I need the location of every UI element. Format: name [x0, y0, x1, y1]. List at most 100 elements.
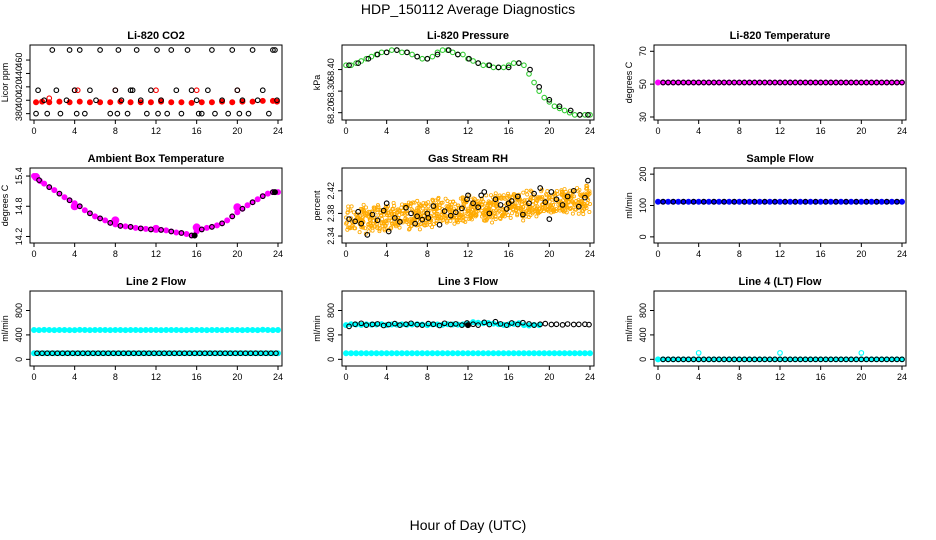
data-point: [412, 220, 418, 227]
data-point: [219, 98, 226, 105]
plot-frame: [29, 44, 283, 121]
x-tick-label: 24: [897, 126, 907, 136]
data-point: [397, 219, 403, 225]
data-point: [398, 350, 405, 357]
data-point: [777, 350, 783, 356]
data-point: [344, 221, 349, 226]
data-point: [587, 202, 592, 207]
data-point: [137, 97, 144, 104]
data-point: [462, 209, 467, 214]
x-tick-label: 0: [343, 372, 348, 382]
data-point: [430, 321, 437, 328]
data-point: [163, 227, 170, 234]
x-tick-label: 8: [737, 249, 742, 259]
data-point: [772, 198, 778, 205]
data-point: [486, 62, 493, 69]
data-point: [520, 211, 526, 218]
data-point: [87, 87, 93, 94]
data-point: [224, 327, 231, 334]
data-point: [499, 207, 504, 212]
data-point: [415, 198, 420, 203]
data-point: [380, 207, 387, 214]
data-point: [377, 229, 382, 234]
data-point: [51, 187, 58, 194]
data-point: [358, 220, 365, 227]
y-axis-label: ml/min: [624, 192, 634, 219]
data-point: [575, 203, 580, 208]
data-point: [361, 202, 366, 207]
data-point: [430, 202, 435, 207]
y-tick-label: 0: [638, 234, 648, 239]
data-point: [358, 350, 365, 357]
data-point: [546, 216, 553, 222]
data-point: [515, 60, 522, 66]
data-point: [254, 327, 261, 334]
data-point: [478, 192, 485, 199]
data-point: [459, 350, 466, 357]
data-point: [254, 97, 261, 104]
x-tick-label: 12: [151, 249, 161, 259]
data-point: [56, 326, 63, 333]
data-point: [575, 186, 580, 191]
data-point: [802, 198, 809, 205]
data-point: [127, 87, 134, 94]
data-point: [894, 198, 900, 205]
y-tick-label: 800: [638, 303, 648, 318]
data-point: [587, 210, 592, 215]
data-point: [107, 327, 114, 334]
data-point: [547, 195, 552, 200]
data-point: [224, 217, 231, 224]
y-tick-label: 400: [638, 327, 648, 342]
data-point: [858, 198, 865, 205]
data-point: [266, 110, 272, 117]
data-point: [471, 196, 476, 201]
data-point: [432, 221, 437, 226]
x-tick-label: 8: [425, 372, 430, 382]
data-point: [480, 62, 487, 69]
data-point: [56, 190, 63, 197]
data-point: [158, 97, 164, 104]
data-point: [376, 204, 381, 209]
data-point: [259, 97, 266, 104]
data-point: [378, 350, 385, 357]
data-point: [53, 87, 60, 94]
data-point: [583, 204, 588, 209]
data-point: [434, 49, 441, 56]
data-series: [343, 47, 593, 118]
data-point: [270, 47, 276, 53]
y-tick-label: 400: [14, 327, 24, 342]
data-point: [506, 191, 511, 196]
data-point: [551, 103, 558, 110]
data-point: [475, 204, 482, 211]
data-point: [551, 350, 558, 357]
data-point: [542, 199, 549, 205]
data-series: [346, 177, 591, 238]
data-point: [259, 87, 266, 94]
data-point: [542, 205, 547, 210]
data-point: [363, 205, 368, 210]
data-point: [229, 47, 236, 53]
y-axis-label: ml/min: [624, 315, 634, 342]
x-tick-label: 0: [31, 249, 36, 259]
data-point: [229, 99, 236, 106]
data-point: [382, 227, 387, 232]
figure-title: HDP_150112 Average Diagnostics: [360, 1, 576, 17]
data-point: [456, 205, 461, 210]
data-point: [665, 198, 672, 205]
data-point: [81, 110, 88, 117]
data-point: [448, 218, 453, 223]
data-point: [575, 203, 582, 210]
panel-title: Line 4 (LT) Flow: [739, 276, 822, 288]
data-point: [188, 87, 195, 94]
x-tick-label: 12: [151, 372, 161, 382]
data-point: [61, 194, 68, 201]
data-point: [363, 226, 368, 231]
panel-line4: Line 4 (LT) Flow ml/min 0 400 800 0 4 8 12 16 20 24: [624, 276, 907, 382]
data-point: [178, 327, 185, 334]
x-tick-label: 16: [192, 372, 202, 382]
y-axis-label: degrees C: [624, 61, 634, 103]
data-point: [403, 321, 409, 328]
data-point: [363, 322, 370, 328]
x-tick-label: 16: [504, 126, 514, 136]
data-point: [419, 322, 426, 328]
